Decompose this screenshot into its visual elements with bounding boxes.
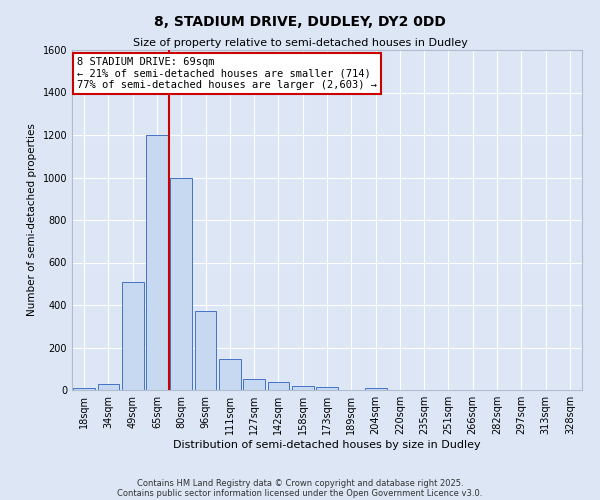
Bar — [146, 135, 168, 390]
Bar — [170, 178, 192, 390]
Bar — [194, 312, 217, 390]
X-axis label: Distribution of semi-detached houses by size in Dudley: Distribution of semi-detached houses by … — [173, 440, 481, 450]
Bar — [316, 387, 338, 390]
Text: 8, STADIUM DRIVE, DUDLEY, DY2 0DD: 8, STADIUM DRIVE, DUDLEY, DY2 0DD — [154, 15, 446, 29]
Bar — [292, 386, 314, 390]
Y-axis label: Number of semi-detached properties: Number of semi-detached properties — [27, 124, 37, 316]
Bar — [243, 380, 265, 390]
Text: 8 STADIUM DRIVE: 69sqm
← 21% of semi-detached houses are smaller (714)
77% of se: 8 STADIUM DRIVE: 69sqm ← 21% of semi-det… — [77, 57, 377, 90]
Bar — [219, 359, 241, 390]
Bar — [122, 282, 143, 390]
Text: Size of property relative to semi-detached houses in Dudley: Size of property relative to semi-detach… — [133, 38, 467, 48]
Text: Contains public sector information licensed under the Open Government Licence v3: Contains public sector information licen… — [118, 488, 482, 498]
Bar — [268, 382, 289, 390]
Bar — [73, 388, 95, 390]
Text: Contains HM Land Registry data © Crown copyright and database right 2025.: Contains HM Land Registry data © Crown c… — [137, 478, 463, 488]
Bar — [365, 388, 386, 390]
Bar — [97, 384, 119, 390]
